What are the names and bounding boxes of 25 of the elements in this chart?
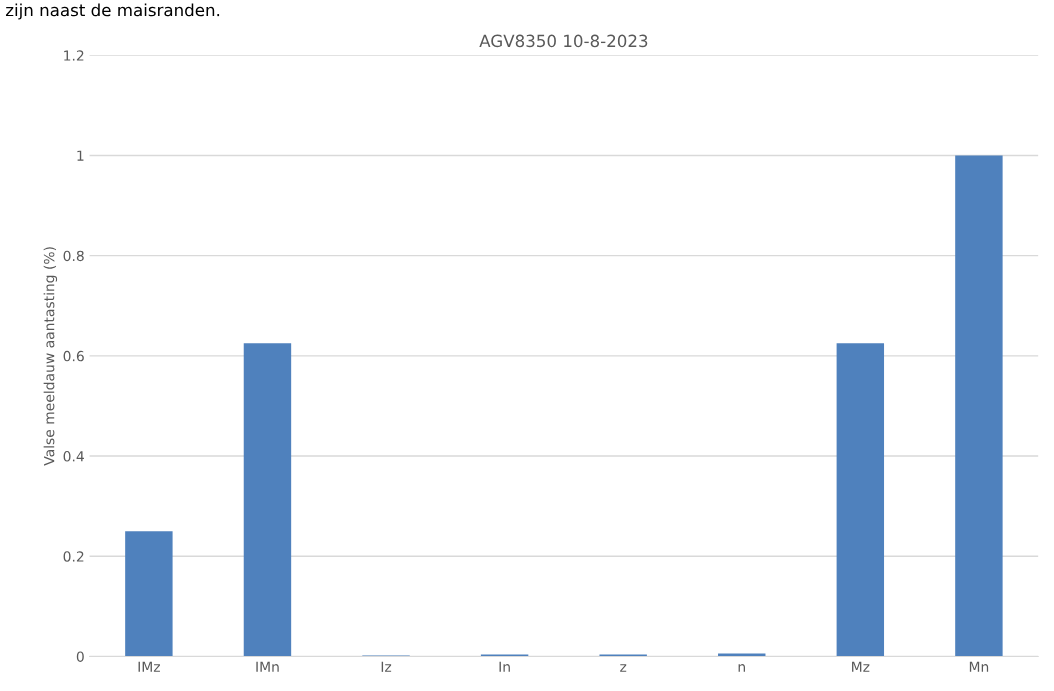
x-tick-label: Mz	[852, 661, 870, 672]
bar	[599, 654, 647, 657]
text: zijn naast de maisranden.	[5, 3, 220, 20]
x-tick-label: Iz	[381, 661, 392, 672]
bar	[955, 155, 1003, 657]
bar	[243, 343, 292, 657]
y-tick-label: 0.8	[63, 250, 84, 262]
y-tick-label: 0.6	[63, 350, 84, 362]
y-axis-title: Valse meeldauw aantasting (%)	[43, 247, 58, 466]
x-tick-label: z	[620, 664, 627, 672]
bar	[718, 653, 766, 657]
x-tick-label: Mn	[969, 661, 989, 672]
y-tick-label: 0.2	[63, 551, 84, 562]
x-tick-label: IMz	[138, 661, 160, 672]
y-tick-label: 1	[77, 150, 84, 161]
bar	[125, 531, 173, 657]
chart-title: AGV8350 10-8-2023	[479, 34, 648, 48]
x-tick-label: In	[499, 661, 510, 672]
bar	[836, 343, 885, 657]
x-tick-label: IMn	[256, 661, 279, 672]
x-tick-label: n	[738, 664, 745, 672]
y-tick-label: 0.4	[63, 451, 84, 462]
bar	[480, 654, 529, 657]
y-tick-label: 0	[76, 651, 84, 662]
y-tick-label: 1.2	[64, 50, 84, 61]
